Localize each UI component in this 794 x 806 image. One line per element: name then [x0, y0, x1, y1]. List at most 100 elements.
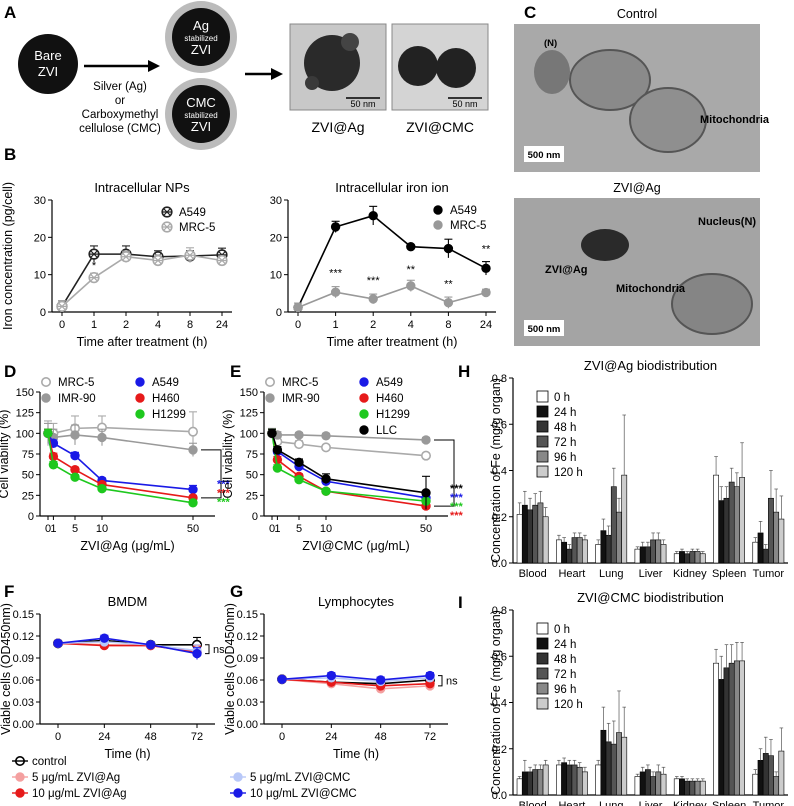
- bar: [521, 504, 528, 564]
- series-point: [443, 243, 454, 254]
- chart-b2-ytick-label: 0: [276, 307, 282, 319]
- legend-label: 10 μg/mL ZVI@CMC: [250, 788, 357, 800]
- chart-b1-ytick-label: 10: [34, 270, 46, 282]
- bar: [713, 474, 719, 564]
- legend-label: 0 h: [554, 624, 570, 636]
- cmc-np-line3: ZVI: [191, 119, 211, 134]
- series-line: [47, 432, 194, 451]
- series-point: [294, 430, 304, 440]
- bar: [713, 662, 719, 796]
- bar: [516, 778, 523, 796]
- significance-stars: ***: [450, 483, 464, 495]
- legend-marker-point: [41, 393, 51, 403]
- legend-label: MRC-5: [282, 377, 318, 389]
- cmc-np-line1: CMC: [186, 95, 216, 110]
- legend-marker-point: [359, 393, 369, 403]
- series-llc: [267, 428, 431, 510]
- chart-e-ytick-label: 100: [240, 428, 258, 440]
- chart-d-ytick-label: 150: [16, 387, 34, 399]
- bar: [595, 764, 602, 796]
- series-point: [48, 460, 59, 470]
- bar: [561, 762, 568, 796]
- significance-stars: ***: [450, 510, 464, 522]
- bar: [571, 764, 578, 796]
- bar: [595, 544, 602, 564]
- category-label: Lung: [599, 568, 623, 580]
- chart-e-xtick-label: 10: [320, 523, 332, 535]
- legend-swatch: [536, 622, 549, 635]
- fg-legend: control 5 μg/mL ZVI@Ag 10 μg/mL ZVI@Ag 5 μg…: [12, 755, 357, 800]
- significance-stars: ***: [450, 492, 464, 504]
- ns-bracket: [205, 644, 210, 655]
- control-mito-label: Mitochondria: [700, 114, 770, 126]
- category-label: Liver: [639, 568, 663, 580]
- chart-b1-title: Intracellular NPs: [94, 180, 190, 195]
- bar: [733, 486, 740, 564]
- significance-bracket: [434, 439, 455, 507]
- panel-a-label: A: [4, 3, 16, 22]
- series-line: [48, 426, 194, 435]
- category-label: Blood: [519, 800, 547, 806]
- series-10-g-ml-zvi-cmc: [277, 670, 435, 685]
- chart-e-ytick-label: 150: [240, 387, 258, 399]
- chart-f-ytick-label: 0.12: [13, 631, 34, 643]
- chart-e-xtick-label: 0: [269, 523, 275, 535]
- series-point: [481, 263, 491, 274]
- legend-marker-point: [135, 393, 145, 403]
- chart-b1-xlabel: Time after treatment (h): [77, 335, 208, 349]
- series-point: [368, 210, 378, 221]
- bar: [616, 511, 622, 564]
- bar: [600, 729, 607, 796]
- significance-mark: ***: [329, 268, 343, 280]
- category-label: Blood: [519, 568, 547, 580]
- bar: [739, 660, 745, 796]
- bar: [644, 769, 651, 796]
- chart-g-ytick-label: 0.09: [237, 653, 258, 665]
- zvi-em-title: ZVI@Ag: [613, 181, 660, 195]
- tem-ag-bump2: [305, 76, 319, 90]
- chart-f-ytick-label: 0.15: [13, 609, 34, 621]
- legend-swatch: [536, 435, 549, 448]
- series-line: [297, 214, 487, 308]
- chart-b1-ytick-label: 0: [40, 307, 46, 319]
- chart-f-xtick-label: 48: [145, 731, 157, 743]
- chart-d-xtick-label: 50: [187, 523, 199, 535]
- legend-label: 96 h: [554, 684, 576, 696]
- chart-h-title: ZVI@Ag biodistribution: [584, 358, 717, 373]
- bar: [733, 660, 740, 796]
- legend-label: 24 h: [554, 639, 576, 651]
- reagent-line3: Carboxymethyl: [82, 109, 159, 121]
- chart-h-ylabel: Concentration of Fe (mg/g organ): [489, 378, 503, 563]
- chart-b2-xtick-label: 24: [480, 319, 492, 331]
- bar: [516, 514, 523, 564]
- ag-np-line1: Ag: [193, 18, 209, 33]
- series-point: [43, 428, 53, 439]
- series-point-mark: [218, 257, 226, 264]
- series-mrc-5: [293, 279, 491, 313]
- series-point: [321, 486, 331, 496]
- chart-g-ytick-label: 0.03: [237, 697, 258, 709]
- series-point: [272, 455, 283, 465]
- legend-marker-point: [135, 409, 145, 419]
- series-point: [272, 445, 283, 455]
- bar: [684, 780, 691, 796]
- legend-marker-point: [359, 377, 369, 387]
- legend-swatch: [536, 405, 549, 418]
- bar: [561, 541, 568, 564]
- category-label: Lung: [599, 800, 623, 806]
- tem-cmc-particle1: [398, 46, 438, 86]
- category-label: Kidney: [673, 800, 707, 806]
- arrow-head-2: [271, 68, 283, 80]
- tem-ag-bump: [341, 33, 359, 51]
- bar: [576, 537, 583, 564]
- chart-e-xlabel: ZVI@CMC (μg/mL): [302, 539, 409, 553]
- chart-f-ytick-label: 0.09: [13, 653, 34, 665]
- chart-b1-xtick-label: 1: [91, 319, 97, 331]
- series-point: [321, 474, 331, 484]
- bar: [757, 532, 764, 564]
- tem-ag-scale: 50 nm: [350, 99, 375, 109]
